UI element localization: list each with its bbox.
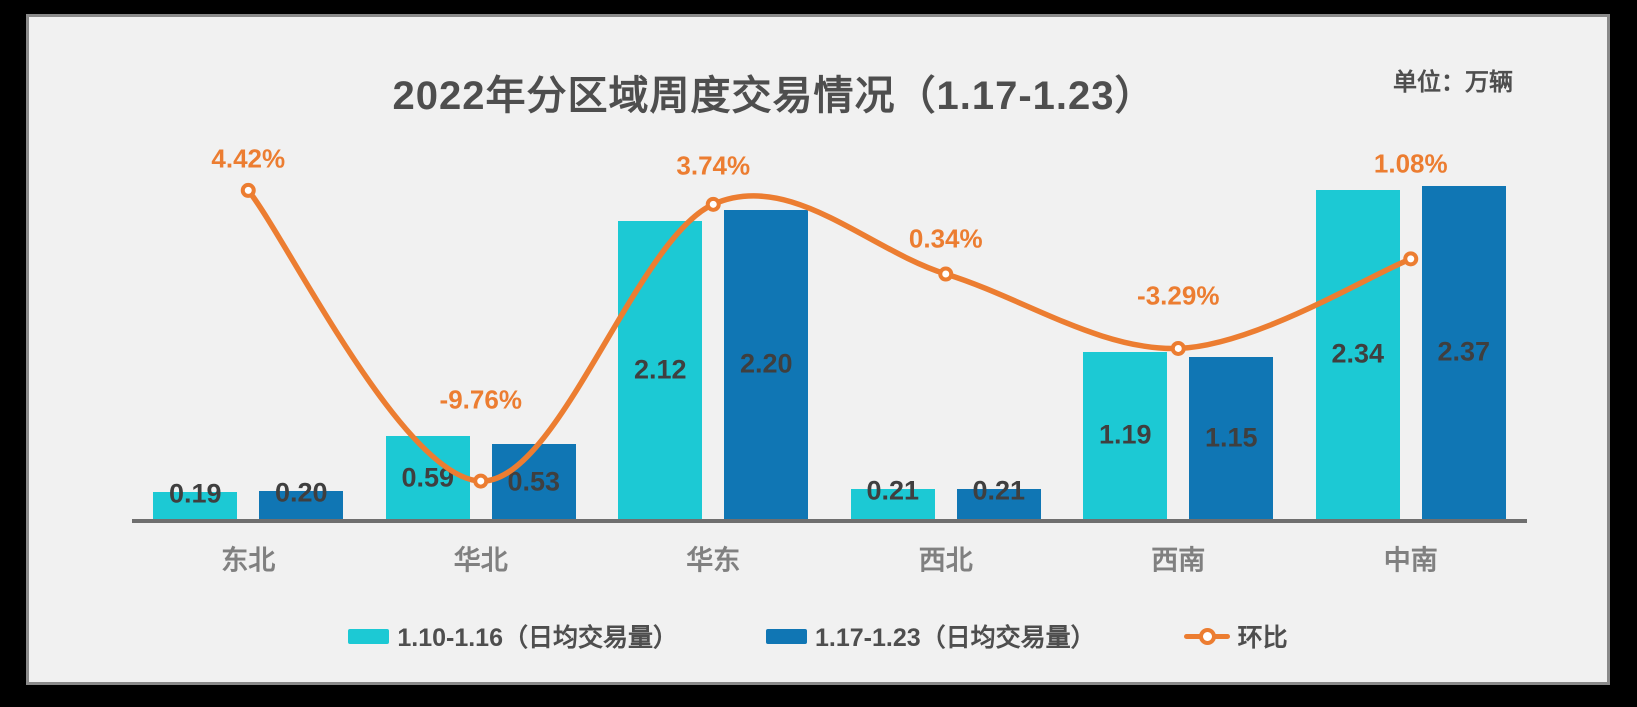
legend-item-series1: 1.10-1.16（日均交易量） (348, 618, 678, 654)
bar-value-label: 0.20 (274, 477, 328, 508)
bar (153, 492, 238, 519)
legend-item-line: 环比 (1183, 618, 1288, 654)
line-marker (938, 266, 954, 282)
percent-label: 1.08% (1373, 148, 1448, 179)
bar-value-label: 0.19 (168, 478, 222, 509)
legend-label-series2: 1.17-1.23（日均交易量） (814, 624, 1096, 652)
line-marker (1170, 340, 1186, 356)
legend: 1.10-1.16（日均交易量） 1.17-1.23（日均交易量） 环比 (29, 618, 1607, 654)
percent-label: 3.74% (676, 150, 751, 181)
bar (1421, 185, 1506, 519)
x-axis-label: 中南 (1383, 545, 1438, 576)
x-axis-label: 东北 (221, 545, 276, 576)
bar-value-label: 0.59 (401, 462, 455, 493)
line-marker (1403, 251, 1419, 267)
chart-title: 2022年分区域周度交易情况（1.17-1.23） (392, 74, 1156, 118)
plot-area: 0.19 0.20 东北 0.59 0.53 华北 2.12 2.20 华东 0.21 0.21 西北… (29, 17, 1607, 682)
percent-label: 4.42% (211, 143, 286, 174)
percent-label: -9.76% (439, 384, 522, 415)
bar-value-label: 1.19 (1098, 419, 1152, 450)
x-axis-label: 西南 (1151, 545, 1206, 576)
legend-line-marker-icon (1183, 628, 1230, 645)
unit-label: 单位：万辆 (1393, 69, 1513, 96)
bar-value-label: 1.15 (1204, 422, 1258, 453)
x-axis-label: 华北 (453, 545, 508, 576)
bar-value-label: 0.21 (972, 475, 1026, 506)
percent-label: -3.29% (1137, 280, 1220, 311)
bar-value-label: 0.53 (507, 466, 561, 497)
bar (956, 489, 1041, 519)
chart-panel: 2022年分区域周度交易情况（1.17-1.23） 单位：万辆 0.19 0.20… (26, 14, 1610, 685)
x-axis-line (132, 519, 1527, 523)
line-marker (705, 196, 721, 212)
x-axis-label: 华东 (686, 545, 741, 576)
bar-value-label: 2.20 (739, 348, 793, 379)
legend-item-series2: 1.17-1.23（日均交易量） (765, 618, 1096, 654)
percent-label: 0.34% (908, 223, 983, 254)
line-marker (240, 182, 256, 198)
legend-label-series1: 1.10-1.16（日均交易量） (397, 624, 678, 652)
bar (850, 489, 935, 519)
bar-value-label: 2.37 (1437, 336, 1491, 367)
legend-swatch-series1 (348, 628, 390, 644)
line-marker (473, 473, 489, 489)
bar-value-label: 2.12 (633, 354, 687, 385)
legend-swatch-series2 (765, 628, 807, 644)
bar (259, 490, 344, 519)
legend-label-line: 环比 (1237, 624, 1288, 652)
x-axis-label: 西北 (918, 545, 973, 576)
bar-value-label: 0.21 (866, 475, 920, 506)
bar-value-label: 2.34 (1331, 338, 1385, 369)
